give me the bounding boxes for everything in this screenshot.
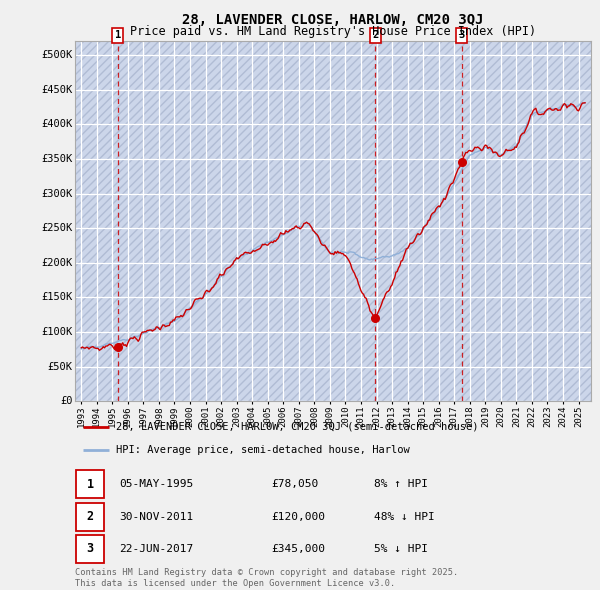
- Text: Contains HM Land Registry data © Crown copyright and database right 2025.
This d: Contains HM Land Registry data © Crown c…: [75, 568, 458, 588]
- Text: 30-NOV-2011: 30-NOV-2011: [119, 512, 193, 522]
- Text: 3: 3: [458, 30, 465, 40]
- FancyBboxPatch shape: [76, 535, 104, 563]
- Text: £200K: £200K: [41, 258, 73, 268]
- Text: 3: 3: [86, 542, 94, 556]
- Text: 8% ↑ HPI: 8% ↑ HPI: [374, 479, 428, 489]
- Text: £250K: £250K: [41, 223, 73, 233]
- Text: £0: £0: [60, 396, 73, 406]
- Text: £350K: £350K: [41, 154, 73, 164]
- Text: £400K: £400K: [41, 119, 73, 129]
- Text: £100K: £100K: [41, 327, 73, 337]
- Text: 22-JUN-2017: 22-JUN-2017: [119, 544, 193, 554]
- FancyBboxPatch shape: [76, 470, 104, 499]
- Text: 2: 2: [86, 510, 94, 523]
- Text: £78,050: £78,050: [271, 479, 319, 489]
- Text: £500K: £500K: [41, 50, 73, 60]
- FancyBboxPatch shape: [76, 503, 104, 531]
- Text: £50K: £50K: [47, 362, 73, 372]
- Text: 1: 1: [115, 30, 121, 40]
- Text: HPI: Average price, semi-detached house, Harlow: HPI: Average price, semi-detached house,…: [116, 445, 410, 455]
- Text: £345,000: £345,000: [271, 544, 325, 554]
- Text: 48% ↓ HPI: 48% ↓ HPI: [374, 512, 435, 522]
- Text: 2: 2: [372, 30, 379, 40]
- Text: 5% ↓ HPI: 5% ↓ HPI: [374, 544, 428, 554]
- Text: 1: 1: [86, 477, 94, 491]
- Text: £300K: £300K: [41, 189, 73, 199]
- Text: 05-MAY-1995: 05-MAY-1995: [119, 479, 193, 489]
- Text: £150K: £150K: [41, 293, 73, 303]
- Text: £120,000: £120,000: [271, 512, 325, 522]
- Text: £450K: £450K: [41, 85, 73, 95]
- Text: 28, LAVENDER CLOSE, HARLOW, CM20 3QJ: 28, LAVENDER CLOSE, HARLOW, CM20 3QJ: [182, 13, 484, 27]
- Text: Price paid vs. HM Land Registry's House Price Index (HPI): Price paid vs. HM Land Registry's House …: [130, 25, 536, 38]
- Text: 28, LAVENDER CLOSE, HARLOW, CM20 3QJ (semi-detached house): 28, LAVENDER CLOSE, HARLOW, CM20 3QJ (se…: [116, 421, 479, 431]
